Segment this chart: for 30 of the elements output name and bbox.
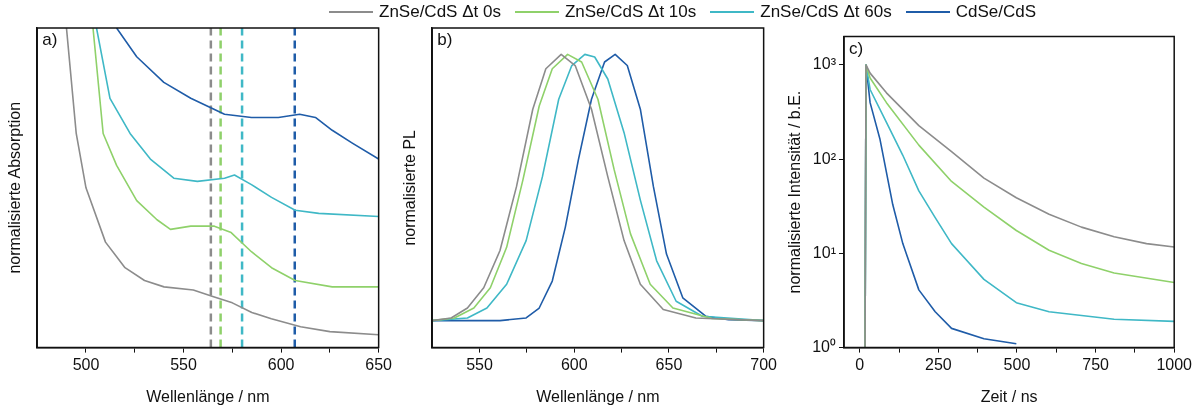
x-tick-label: 500: [1003, 355, 1031, 373]
legend-label: ZnSe/CdS Δt 0s: [379, 2, 501, 22]
x-tick-label: 0: [855, 355, 865, 373]
x-tick-label: 650: [365, 355, 393, 373]
y-tick-label: 10⁰: [812, 338, 836, 356]
y-axis-title: normalisierte PL: [401, 129, 419, 246]
y-axis-title: normalisierte Absorption: [6, 101, 24, 274]
text: b): [437, 30, 453, 50]
x-tick-label: 700: [750, 355, 778, 373]
legend-label: CdSe/CdS: [955, 2, 1036, 22]
x-tick-label: 600: [560, 355, 588, 373]
x-axis-title: Zeit / ns: [980, 387, 1038, 405]
x-tick-label: 550: [170, 355, 197, 373]
x-tick-label: 500: [72, 355, 100, 373]
x-tick-label: 250: [924, 355, 952, 373]
x-tick-label: 600: [267, 355, 295, 373]
legend-label: ZnSe/CdS Δt 10s: [564, 2, 697, 22]
x-axis-title: Wellenlänge / nm: [536, 387, 660, 405]
x-axis-title: Wellenlänge / nm: [146, 387, 270, 405]
x-tick-label: 750: [1082, 355, 1110, 373]
legend-label: ZnSe/CdS Δt 60s: [760, 2, 892, 22]
annotation: a): [42, 30, 58, 50]
y-tick-label: 10³: [812, 55, 837, 73]
x-tick-label: 1000: [1156, 355, 1193, 373]
y-tick-label: 10¹: [812, 243, 836, 261]
x-tick-label: 550: [466, 355, 493, 373]
y-axis-title: normalisierte Intensität / b.E.: [786, 90, 804, 294]
annotation: c): [849, 38, 864, 58]
y-tick-label: 10²: [812, 149, 837, 167]
x-tick-label: 650: [655, 355, 683, 373]
